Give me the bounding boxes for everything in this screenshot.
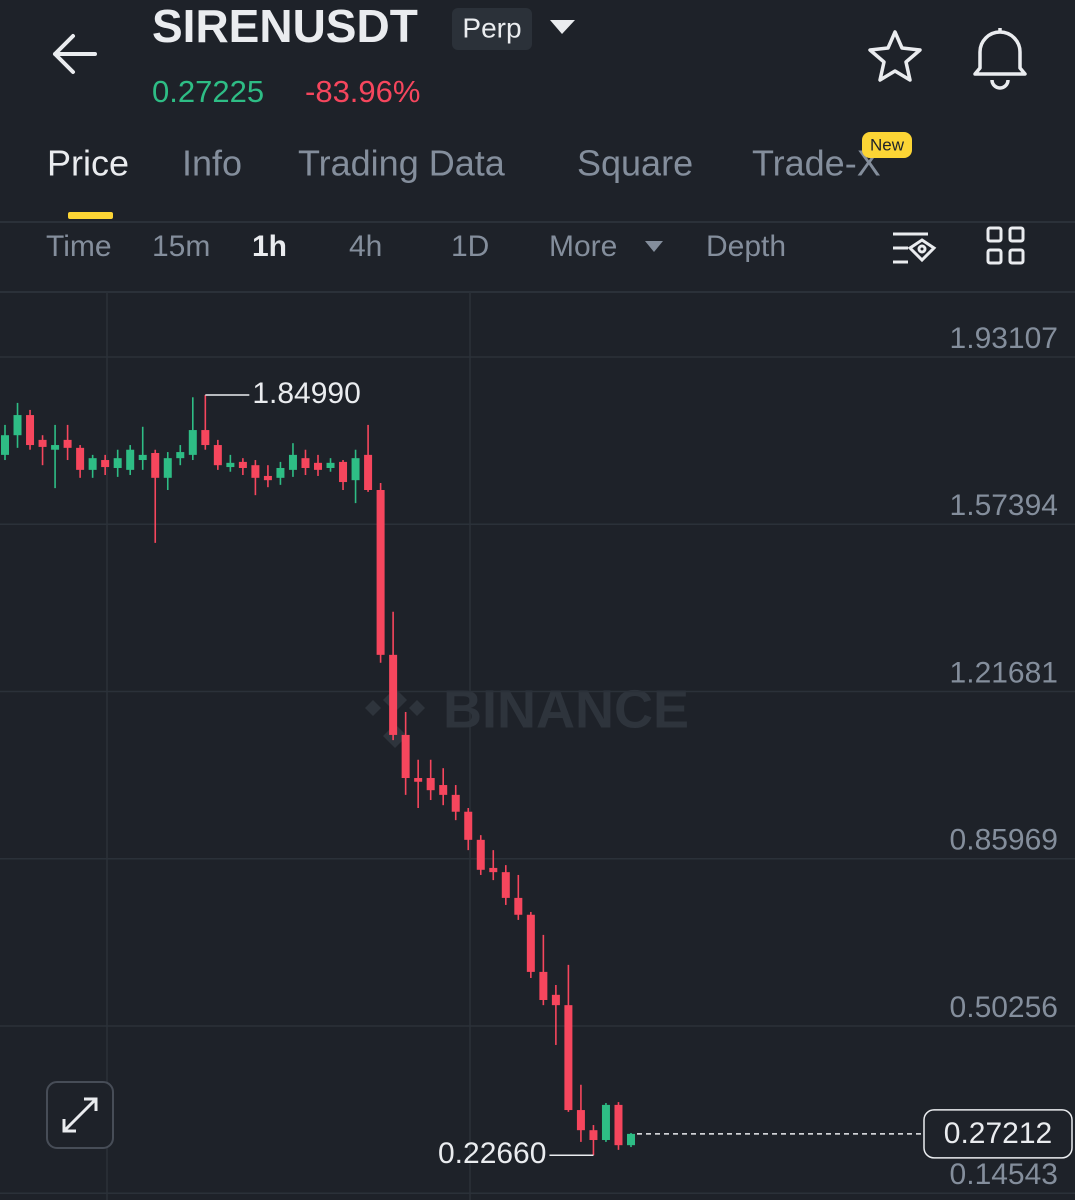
candle-body (514, 897, 523, 915)
candle-body (176, 452, 185, 459)
candle-body (414, 778, 423, 782)
tab[interactable]: Square (577, 143, 693, 184)
high-annotation: 1.84990 (252, 377, 360, 410)
layout-icon[interactable] (986, 226, 1025, 265)
candle-body (26, 415, 35, 446)
candle-body (339, 461, 348, 483)
y-tick-label: 1.21681 (950, 656, 1058, 689)
tab[interactable]: Info (182, 143, 242, 184)
low-annotation: 0.22660 (438, 1137, 546, 1170)
candle-body (489, 867, 498, 873)
candle-body (1, 435, 9, 455)
candle-body (63, 439, 72, 448)
candle-body (426, 778, 435, 791)
favorite-icon[interactable] (868, 30, 922, 82)
interval[interactable]: Depth (706, 230, 786, 263)
candle-body (326, 462, 335, 468)
interval-bar: Time 15m 1h 4h 1D More Depth (46, 230, 786, 263)
candle-body (13, 415, 22, 436)
candle-body (301, 458, 310, 468)
candle-body (539, 971, 548, 1000)
candle-body (476, 839, 485, 870)
candle-body (38, 439, 47, 447)
tab[interactable]: Trading Data (298, 143, 506, 184)
candle-body (251, 465, 260, 478)
candle-body (551, 994, 560, 1006)
interval[interactable]: More (549, 230, 617, 263)
candle-body (226, 462, 235, 468)
candle-body (564, 1005, 573, 1111)
perp-badge-bg (452, 8, 532, 50)
tab[interactable]: Trade-X (752, 143, 881, 184)
indicator-settings-icon[interactable] (893, 232, 937, 264)
last-price: 0.27225 (152, 74, 264, 109)
y-tick-label: 0.50256 (950, 991, 1058, 1024)
more-dropdown[interactable] (645, 241, 663, 252)
interval[interactable]: 1h (252, 230, 287, 263)
candle-body (314, 462, 322, 470)
candle-body (76, 447, 85, 470)
candle-body (601, 1104, 610, 1141)
active-tab-indicator (68, 212, 113, 219)
candle-body (113, 458, 122, 468)
perp-badge: Perp (462, 12, 521, 43)
candle-body (263, 475, 272, 481)
new-badge-bg (862, 132, 912, 158)
y-tick-label: 1.57394 (950, 489, 1058, 522)
price-change: -83.96% (305, 74, 420, 109)
candle-body (201, 430, 210, 446)
tab[interactable]: Price (47, 143, 129, 184)
interval[interactable]: 4h (349, 230, 382, 263)
candle-body (126, 449, 135, 470)
candle-body (138, 454, 147, 461)
candle-body (163, 458, 172, 478)
candle-body (364, 454, 373, 491)
tab-bar: Price Info Trading Data Square Trade-X (47, 143, 881, 184)
y-tick-label: 1.93107 (950, 322, 1058, 355)
y-tick-label: 0.14543 (950, 1158, 1058, 1191)
candlestick-chart: 1.93107 1.57394 1.21681 0.85969 0.50256 0.145… (0, 322, 1075, 1194)
candle-body (88, 458, 97, 470)
candle-body (288, 454, 297, 470)
candle-body (451, 794, 460, 812)
current-price-box (923, 1109, 1073, 1159)
candle-body (238, 461, 247, 468)
candle-body (501, 872, 510, 898)
candle-body (439, 785, 448, 795)
interval[interactable]: 15m (152, 230, 210, 263)
candle-body (389, 654, 398, 735)
symbol-dropdown[interactable] (550, 20, 575, 34)
symbol: SIRENUSDT (152, 0, 418, 52)
candle-body (213, 445, 222, 466)
candle-body (401, 734, 410, 779)
candle-body (627, 1133, 635, 1146)
candle-body (464, 811, 473, 840)
candle-body (188, 430, 197, 455)
interval[interactable]: Time (46, 230, 112, 263)
new-badge: New (870, 135, 905, 154)
current-price-label: 0.27212 (944, 1117, 1052, 1150)
candle-body (589, 1130, 598, 1141)
candle-body (101, 460, 110, 468)
back-button[interactable] (53, 34, 97, 74)
candle-body (276, 467, 285, 478)
watermark: BINANCE (443, 679, 689, 739)
fullscreen-button[interactable] (46, 1081, 114, 1149)
interval[interactable]: 1D (451, 230, 489, 263)
candle-body (576, 1110, 585, 1131)
candle-body (614, 1104, 623, 1146)
candle-body (151, 453, 160, 478)
candle-body (526, 914, 535, 972)
candle-body (376, 490, 385, 655)
candle-body (351, 458, 360, 481)
y-tick-label: 0.85969 (950, 824, 1058, 857)
candle-body (51, 445, 60, 450)
alert-icon[interactable] (973, 28, 1027, 90)
